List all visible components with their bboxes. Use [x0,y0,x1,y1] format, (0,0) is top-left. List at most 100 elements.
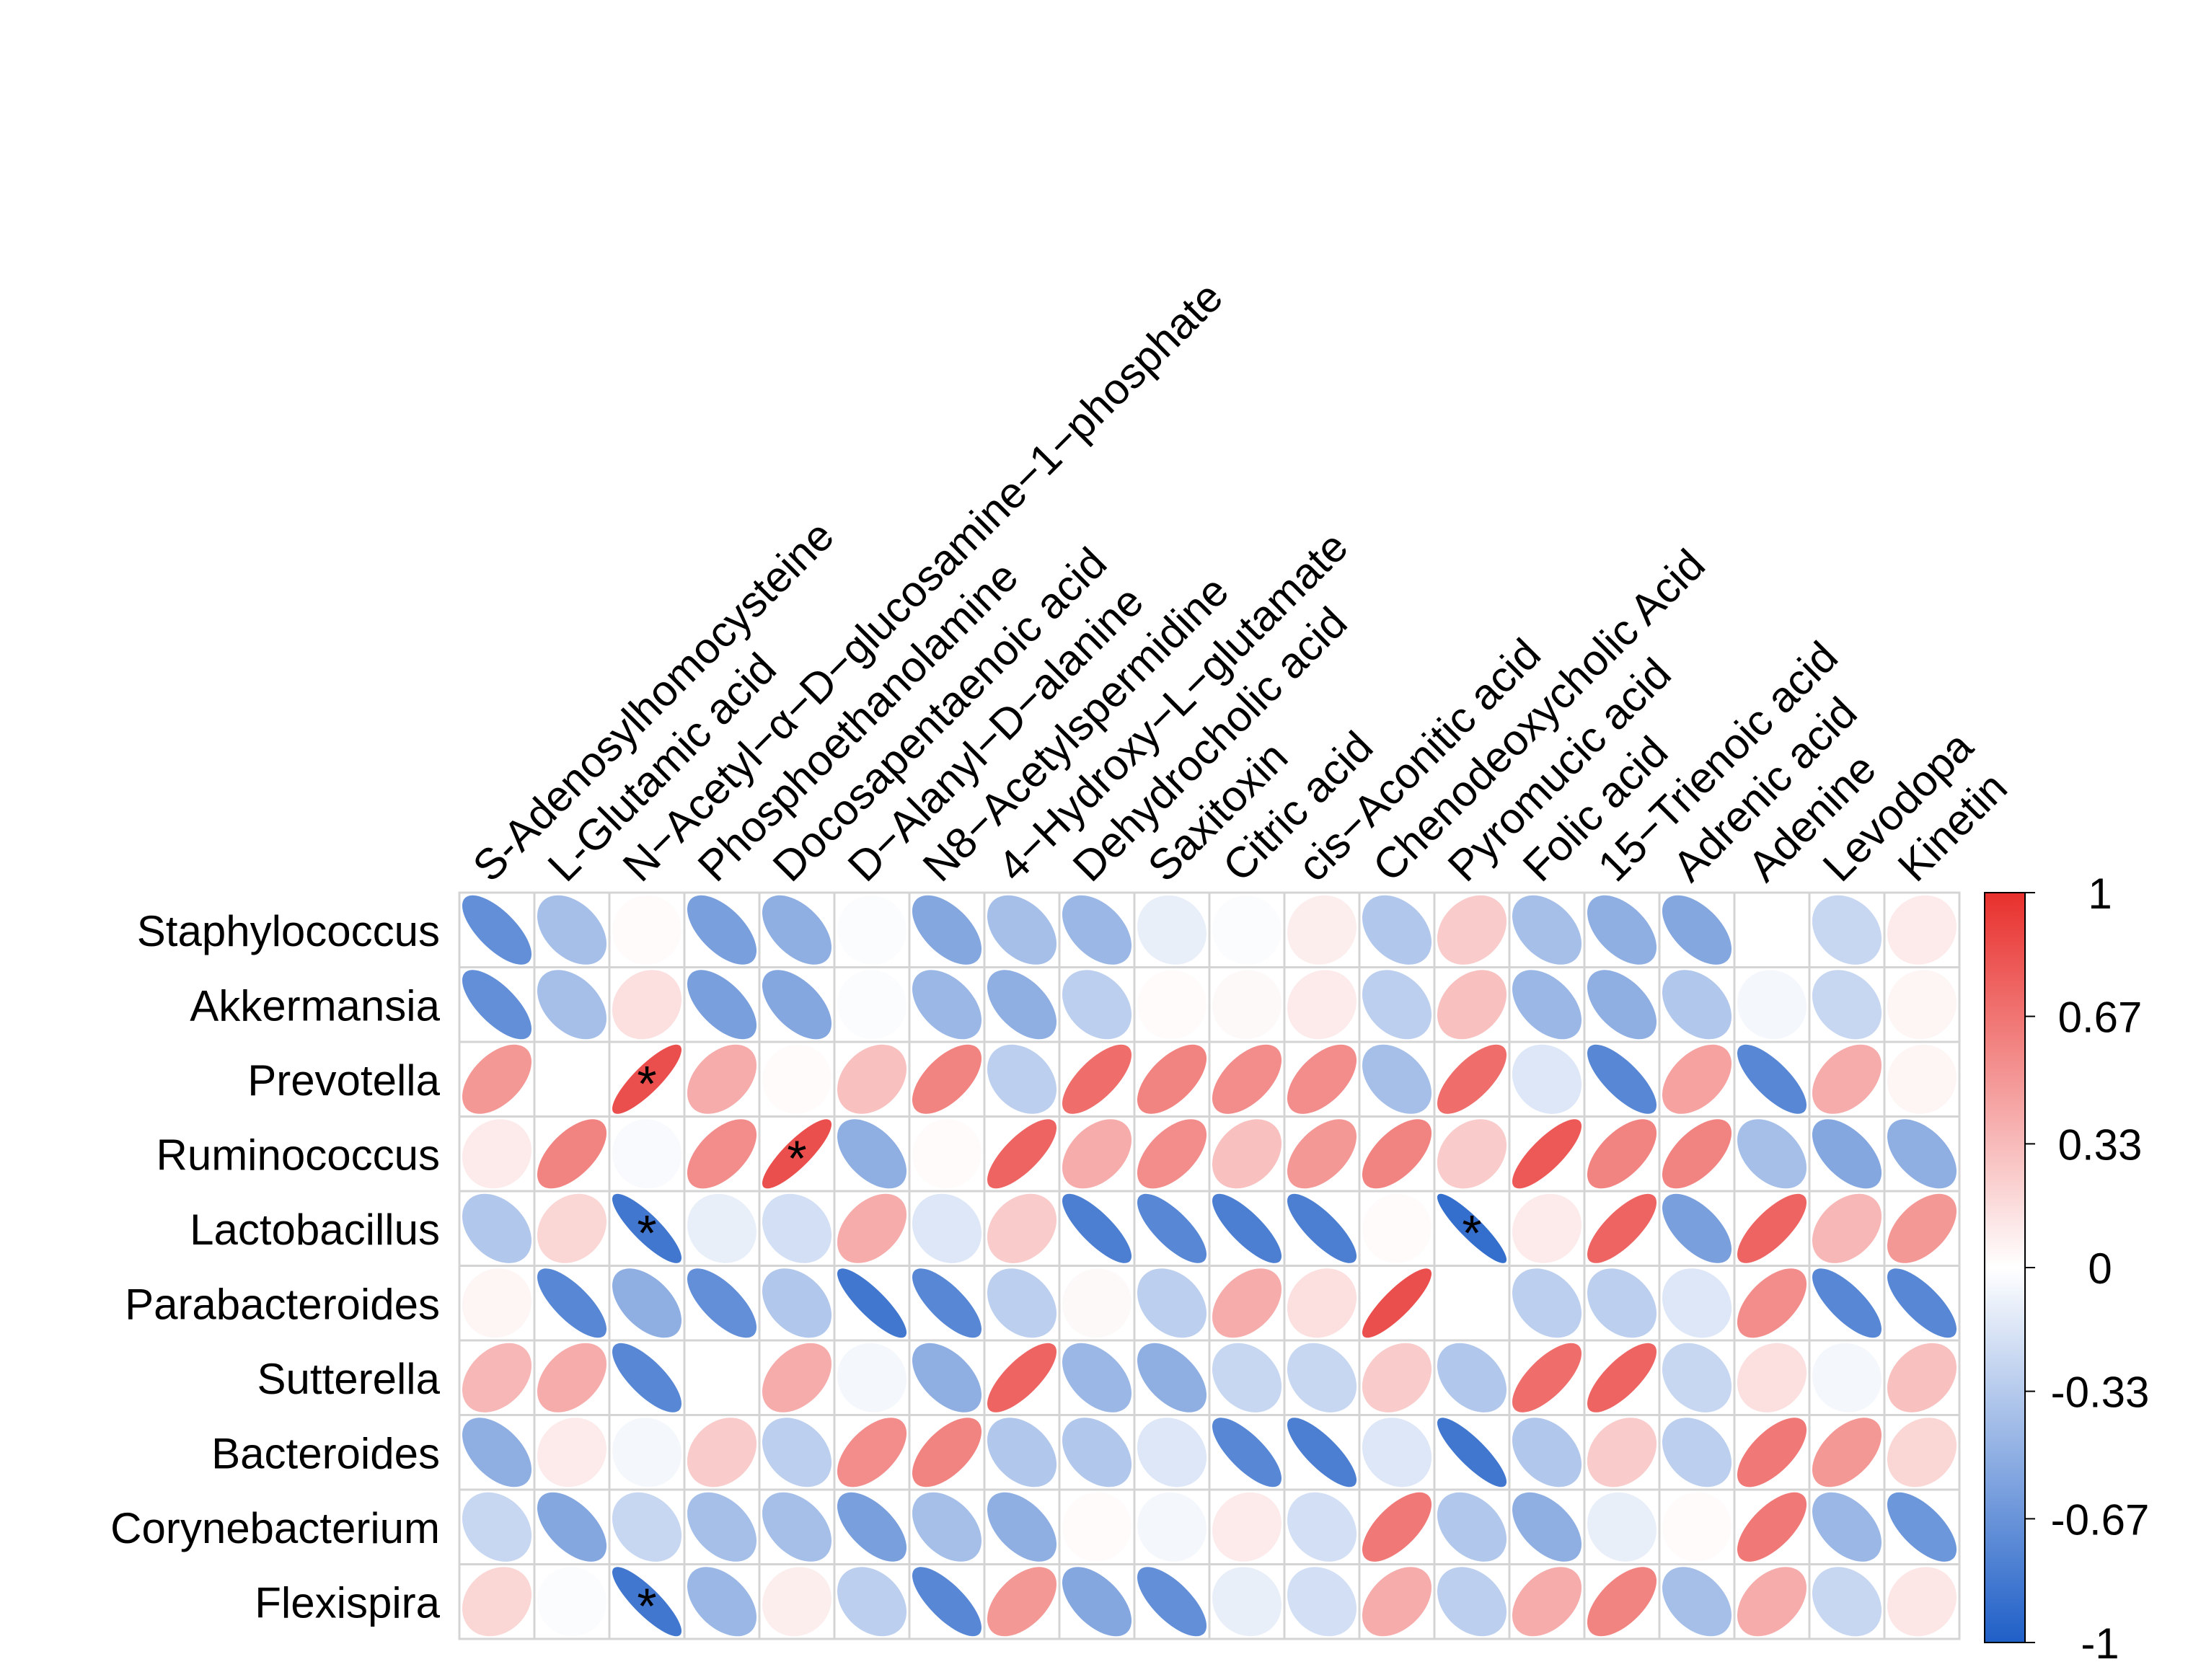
correlation-ellipse-flexispira-14 [1512,1567,1582,1637]
correlation-ellipse-bacteroides-1 [537,1418,606,1487]
correlation-ellipse-parabacteroides-6 [912,1268,982,1338]
correlation-ellipse-prevotella-3 [687,1044,757,1114]
grid-layer [458,891,1961,1640]
correlation-ellipse-sutterella-15 [1587,1343,1657,1412]
correlation-ellipse-flexispira-19 [1887,1567,1957,1637]
correlation-ellipse-lactobacillus-13 [1437,1193,1507,1263]
correlation-ellipse-akkermansia-12 [1362,970,1432,1040]
correlation-ellipse-lactobacillus-3 [687,1193,756,1263]
correlation-ellipse-prevotella-11 [1287,1044,1357,1114]
correlation-ellipse-prevotella-8 [1062,1044,1132,1114]
correlation-ellipse-parabacteroides-17 [1737,1268,1807,1338]
row-labels: Staphylococcus Akkermansia Prevotella Rumin… [110,907,440,1627]
correlation-ellipse-ruminococcus-15 [1587,1119,1657,1189]
correlation-ellipse-sutterella-18 [1812,1343,1882,1412]
correlation-ellipse-sutterella-9 [1137,1343,1207,1412]
correlation-ellipse-staphylococcus-2 [612,895,682,965]
correlation-ellipse-flexispira-18 [1812,1567,1882,1637]
correlation-ellipse-parabacteroides-7 [987,1268,1057,1338]
row-label: Flexispira [255,1578,440,1627]
correlation-ellipse-ruminococcus-9 [1137,1119,1207,1189]
correlation-ellipse-flexispira-2 [612,1567,682,1637]
correlation-ellipse-lactobacillus-10 [1212,1193,1282,1263]
correlation-ellipse-parabacteroides-18 [1812,1268,1882,1338]
correlation-ellipse-ruminococcus-16 [1662,1119,1732,1189]
correlation-ellipse-flexispira-7 [987,1567,1056,1637]
correlation-ellipse-flexispira-15 [1587,1567,1657,1637]
correlation-ellipse-staphylococcus-13 [1437,895,1507,965]
correlation-ellipse-parabacteroides-9 [1137,1268,1207,1338]
correlation-ellipse-corynebacterium-7 [987,1492,1056,1562]
correlation-ellipse-prevotella-13 [1437,1044,1507,1114]
correlation-ellipse-ruminococcus-6 [912,1119,982,1189]
row-label: Prevotella [247,1056,440,1105]
correlation-ellipse-staphylococcus-4 [762,895,831,965]
correlation-ellipse-akkermansia-10 [1212,970,1282,1040]
correlation-ellipse-corynebacterium-13 [1437,1492,1507,1562]
correlation-ellipse-akkermansia-9 [1137,970,1207,1040]
correlation-ellipse-ruminococcus-2 [612,1119,682,1189]
correlation-ellipse-lactobacillus-14 [1512,1193,1582,1263]
correlation-ellipse-parabacteroides-8 [1062,1268,1132,1338]
correlation-ellipse-sutterella-6 [912,1343,981,1412]
correlation-ellipse-corynebacterium-15 [1587,1492,1657,1562]
correlation-ellipse-lactobacillus-1 [537,1193,606,1263]
correlation-ellipse-parabacteroides-15 [1587,1268,1657,1338]
correlation-ellipse-staphylococcus-1 [537,895,607,965]
correlation-ellipse-lactobacillus-8 [1062,1193,1132,1263]
correlation-ellipse-corynebacterium-8 [1062,1492,1132,1562]
colorbar-gradient [1984,892,2026,1643]
correlation-ellipse-sutterella-8 [1062,1343,1132,1412]
row-label: Parabacteroides [125,1280,440,1328]
correlation-ellipse-flexispira-17 [1737,1567,1807,1637]
correlation-ellipse-bacteroides-8 [1062,1418,1132,1487]
correlation-ellipse-akkermansia-2 [612,970,682,1040]
correlation-ellipse-sutterella-16 [1662,1343,1732,1412]
correlation-ellipse-bacteroides-6 [912,1418,982,1487]
correlation-ellipse-prevotella-2 [612,1044,682,1114]
correlation-ellipse-akkermansia-1 [537,970,607,1040]
correlation-ellipse-staphylococcus-3 [687,895,757,965]
correlation-ellipse-akkermansia-15 [1587,970,1657,1040]
colorbar-tick-label: 0.33 [2058,1120,2143,1169]
correlation-ellipse-bacteroides-3 [687,1418,757,1487]
correlation-ellipse-corynebacterium-0 [462,1492,532,1562]
correlation-ellipse-corynebacterium-16 [1662,1492,1732,1562]
correlation-ellipse-bacteroides-9 [1137,1418,1207,1487]
correlation-ellipse-flexispira-11 [1287,1567,1357,1637]
correlation-ellipse-prevotella-14 [1512,1044,1582,1114]
correlation-ellipse-parabacteroides-1 [537,1268,607,1338]
correlation-ellipse-staphylococcus-10 [1212,895,1282,965]
correlation-ellipse-prevotella-0 [462,1044,531,1114]
correlation-ellipse-parabacteroides-12 [1362,1268,1432,1338]
colorbar-legend: 1 0.67 0.33 0 -0.33 -0.67 -1 [1984,870,2150,1668]
colorbar-tick-label: -0.67 [2051,1495,2150,1544]
row-label: Sutterella [257,1355,441,1403]
correlation-ellipse-sutterella-0 [462,1343,532,1412]
correlation-ellipse-parabacteroides-10 [1212,1268,1282,1338]
correlation-ellipse-corynebacterium-14 [1512,1492,1582,1562]
correlation-ellipse-lactobacillus-4 [762,1193,831,1263]
cell-layer: * * * * * [462,895,1957,1637]
colorbar-tick-label: 0.67 [2058,994,2143,1042]
colorbar-tick-label: 1 [2088,870,2112,918]
correlation-ellipse-prevotella-5 [837,1044,907,1114]
correlation-ellipse-akkermansia-11 [1287,970,1357,1040]
correlation-ellipse-parabacteroides-14 [1512,1268,1582,1338]
correlation-ellipse-prevotella-19 [1887,1044,1957,1114]
correlation-ellipse-ruminococcus-13 [1437,1119,1507,1189]
correlation-ellipse-flexispira-6 [912,1567,982,1637]
colorbar-tick-label: 0 [2088,1244,2112,1293]
correlation-ellipse-bacteroides-16 [1662,1418,1732,1487]
correlation-ellipse-parabacteroides-16 [1662,1268,1732,1338]
correlation-ellipse-flexispira-16 [1662,1567,1732,1637]
correlation-ellipse-staphylococcus-19 [1887,895,1957,965]
correlation-ellipse-parabacteroides-3 [687,1268,757,1338]
correlation-ellipse-flexispira-8 [1062,1567,1132,1637]
correlation-ellipse-flexispira-12 [1362,1567,1432,1637]
correlation-ellipse-lactobacillus-12 [1362,1193,1432,1263]
correlation-ellipse-corynebacterium-18 [1812,1492,1882,1562]
correlation-ellipse-ruminococcus-19 [1887,1119,1957,1189]
correlation-ellipse-flexispira-1 [537,1567,607,1637]
